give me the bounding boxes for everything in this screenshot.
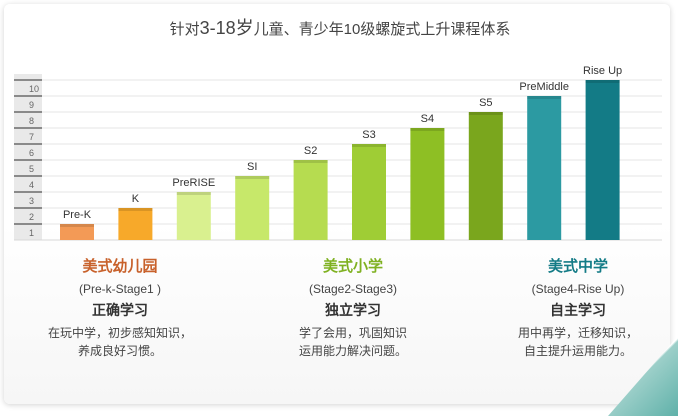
bar-label: Pre-K [63, 209, 92, 221]
bar-label: S2 [304, 145, 317, 157]
section-stage: 美式中学 [547, 258, 608, 275]
section-range: (Pre-k-Stage1 ) [78, 282, 162, 296]
y-tick-label: 3 [29, 196, 34, 206]
bar-top-shade [235, 176, 270, 179]
bar-top-shade [527, 96, 562, 99]
section-mode: 正确学习 [92, 302, 148, 318]
section-stage: 美式幼儿园 [82, 258, 158, 275]
bar-s5 [468, 112, 503, 240]
section-range: (Stage4-Rise Up) [531, 282, 625, 296]
bar-s2 [293, 160, 328, 240]
section-desc-line1: 在玩中学，初步感知知识， [47, 326, 192, 340]
title-prefix: 针对 [169, 21, 200, 38]
y-tick-label: 5 [29, 164, 34, 174]
title-age: 3-18岁 [199, 18, 254, 38]
bar-premiddle [527, 96, 562, 240]
y-tick-marker [14, 79, 42, 81]
y-tick-label: 1 [29, 228, 34, 238]
y-tick-label: 6 [29, 148, 34, 158]
y-tick-label: 10 [29, 84, 39, 94]
y-tick-marker [14, 111, 42, 113]
bar-label: PreMiddle [519, 81, 569, 93]
bar-label: SI [247, 161, 257, 173]
bar-label: S5 [479, 97, 492, 109]
section-desc-line2: 运用能力解决问题。 [298, 344, 407, 358]
bar-pre-k [60, 224, 94, 240]
bar-top-shade [176, 192, 211, 195]
section-desc: 在玩中学，初步感知知识， 养成良好习惯。 [20, 324, 220, 360]
y-axis-gutter [14, 74, 42, 240]
y-tick-marker [14, 175, 42, 177]
title-suffix: 儿童、青少年10级螺旋式上升课程体系 [253, 21, 511, 38]
bar-top-shade [118, 208, 153, 211]
y-tick-marker [14, 191, 42, 193]
bar-label: PreRISE [172, 177, 215, 189]
section-desc: 学了会用，巩固知识 运用能力解决问题。 [253, 324, 453, 360]
y-tick-label: 7 [29, 132, 34, 142]
section-stage: 美式小学 [322, 258, 383, 275]
y-tick-marker [14, 207, 42, 209]
section-mode: 独立学习 [325, 302, 381, 318]
bar-top-shade [293, 160, 328, 163]
y-tick-marker [14, 127, 42, 129]
bar-label: S3 [362, 129, 375, 141]
section-desc-line1: 学了会用，巩固知识 [298, 326, 407, 340]
bar-label: K [132, 193, 140, 205]
section-desc: 用中再学，迁移知识， 自主提升运用能力。 [478, 324, 678, 360]
bar-si [235, 176, 270, 240]
bar-label: Rise Up [583, 65, 622, 77]
bar-label: S4 [421, 113, 434, 125]
bar-top-shade [352, 144, 386, 147]
bar-rise-up [585, 80, 620, 240]
section-middle: 美式中学 (Stage4-Rise Up) 自主学习 用中再学，迁移知识， 自主… [478, 255, 678, 360]
bar-k [118, 208, 153, 240]
page-title: 针对3-18岁儿童、青少年10级螺旋式上升课程体系 [0, 14, 680, 40]
y-tick-label: 4 [29, 180, 34, 190]
section-desc-line2: 养成良好习惯。 [77, 344, 162, 358]
y-tick-marker [14, 159, 42, 161]
bar-top-shade [468, 112, 503, 115]
bar-s3 [352, 144, 386, 240]
bar-top-shade [410, 128, 445, 131]
bar-top-shade [60, 224, 94, 227]
bar-prerise [176, 192, 211, 240]
section-desc-line2: 自主提升运用能力。 [523, 344, 632, 358]
y-tick-label: 2 [29, 212, 34, 222]
y-tick-label: 9 [29, 100, 34, 110]
y-tick-marker [14, 95, 42, 97]
section-range: (Stage2-Stage3) [308, 282, 398, 296]
section-kindergarten: 美式幼儿园 (Pre-k-Stage1 ) 正确学习 在玩中学，初步感知知识， … [20, 255, 220, 360]
section-mode: 自主学习 [550, 302, 606, 318]
bar-s4 [410, 128, 445, 240]
y-tick-marker [14, 143, 42, 145]
y-tick-marker [14, 223, 42, 225]
y-tick-label: 8 [29, 116, 34, 126]
section-desc-line1: 用中再学，迁移知识， [517, 326, 638, 340]
section-primary: 美式小学 (Stage2-Stage3) 独立学习 学了会用，巩固知识 运用能力… [253, 255, 453, 360]
bar-top-shade [585, 80, 620, 83]
